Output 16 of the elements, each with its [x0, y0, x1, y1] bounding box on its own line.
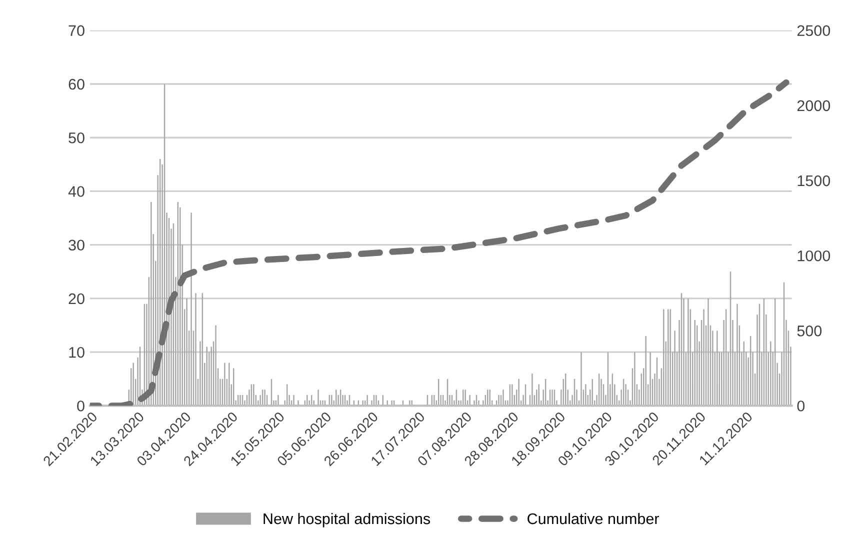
legend-label: New hospital admissions — [264, 512, 430, 528]
y2-tick-label: 1500 — [798, 175, 830, 186]
y2-tick-label: 1000 — [798, 250, 830, 262]
legend-label: Cumulative number — [528, 512, 660, 524]
y-tick-label: 20 — [68, 293, 84, 304]
y-tick-label: 40 — [68, 186, 84, 197]
y-tick-label: 30 — [68, 240, 84, 251]
y-tick-label: 10 — [69, 346, 84, 358]
y-tick-label: 70 — [68, 25, 84, 36]
y-tick-label: 60 — [68, 78, 84, 90]
y-tick-label: 0 — [77, 400, 84, 412]
y2-tick-label: 2500 — [797, 25, 830, 36]
y2-tick-label: 0 — [797, 400, 805, 412]
y2-tick-label: 500 — [797, 326, 822, 336]
y2-tick-label: 2000 — [797, 100, 830, 112]
y-tick-label: 50 — [68, 132, 84, 144]
